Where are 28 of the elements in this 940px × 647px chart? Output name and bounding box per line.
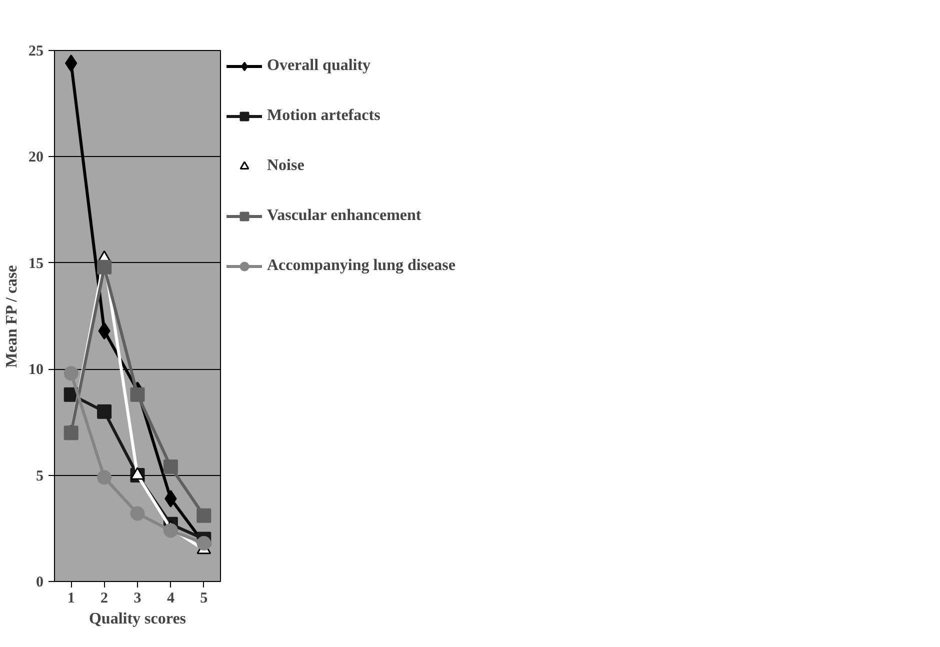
legend-label: Noise <box>267 157 304 175</box>
point <box>130 506 145 521</box>
y-axis-title: Mean FP / case <box>4 265 20 368</box>
point <box>97 260 112 274</box>
x-tick-label: 3 <box>134 590 142 606</box>
x-tick-label: 1 <box>67 590 75 606</box>
legend-label: Overall quality <box>267 57 371 75</box>
point <box>196 508 212 523</box>
y-tick-label: 15 <box>28 256 44 272</box>
point <box>64 426 78 440</box>
y-tick-label: 20 <box>28 150 44 166</box>
x-tick-label: 5 <box>200 590 208 606</box>
legend-label: Accompanying lung disease <box>267 257 456 275</box>
y-tick-label: 0 <box>36 574 44 590</box>
point <box>163 460 178 474</box>
y-tick-label: 5 <box>36 468 44 484</box>
legend-label: Motion artefacts <box>267 107 380 125</box>
point <box>163 523 178 538</box>
point <box>64 366 78 381</box>
point <box>97 404 112 419</box>
legend-label: Vascular enhancement <box>267 207 422 225</box>
x-tick-label: 2 <box>100 590 108 606</box>
y-tick-label: 10 <box>28 362 44 378</box>
x-axis-title: Quality scores <box>88 610 186 628</box>
x-tick-label: 4 <box>166 590 175 606</box>
point <box>97 470 112 485</box>
y-tick-label: 25 <box>28 44 44 60</box>
point <box>130 387 145 402</box>
